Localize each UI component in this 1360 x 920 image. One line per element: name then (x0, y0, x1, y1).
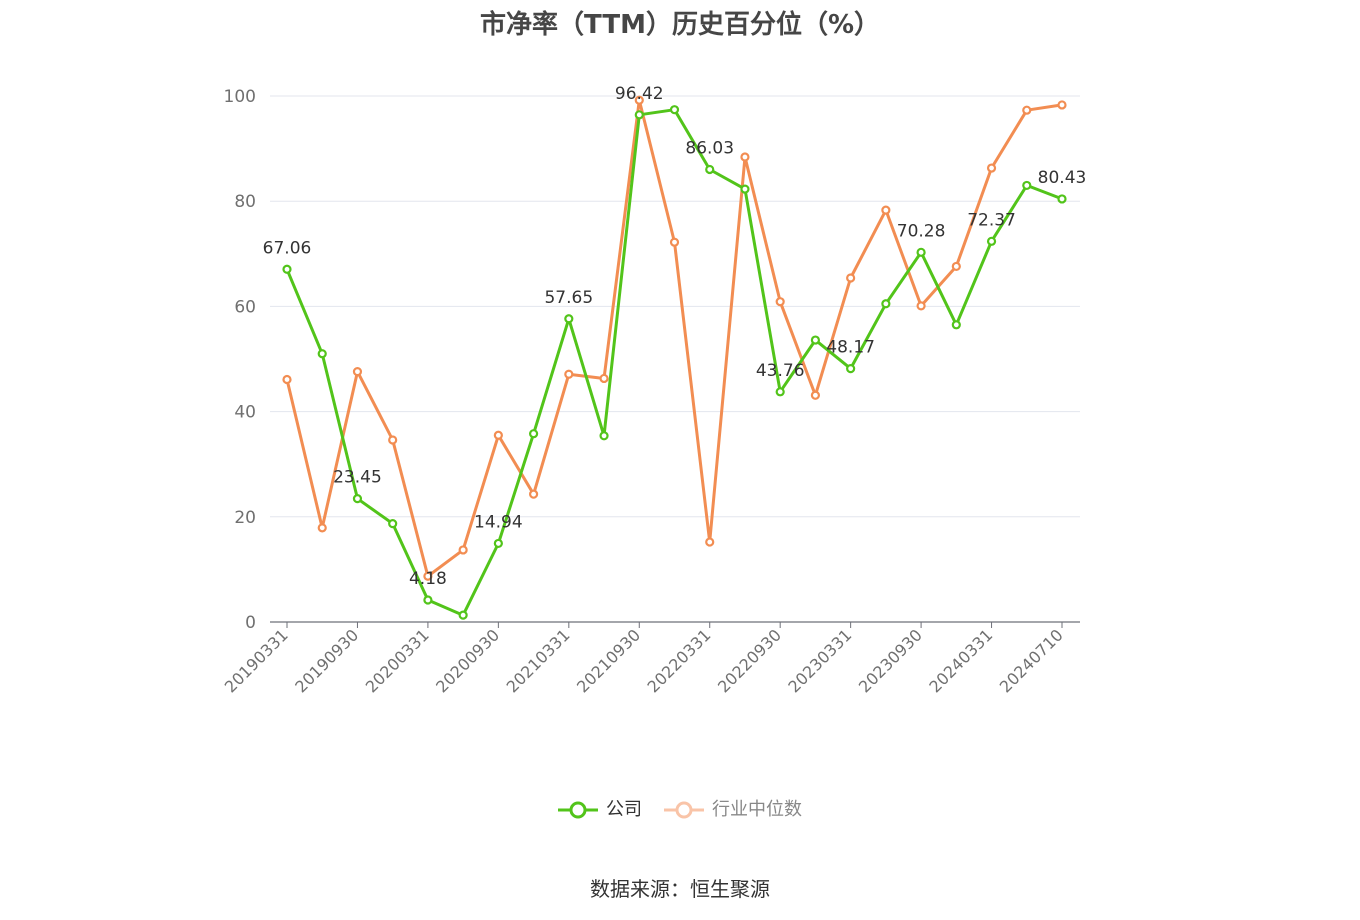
x-tick-label: 20240710 (996, 625, 1067, 696)
chart-title: 市净率（TTM）历史百分位（%） (480, 10, 880, 40)
data-label: 86.03 (685, 138, 734, 158)
data-label: 23.45 (333, 468, 382, 488)
data-point (705, 537, 715, 547)
legend-line-circle-icon (558, 801, 598, 819)
data-point (634, 95, 644, 105)
x-tick-label: 20240331 (925, 625, 996, 696)
data-point (282, 374, 292, 385)
data-point (951, 261, 961, 272)
data-point (916, 247, 926, 257)
data-label: 43.76 (756, 361, 805, 381)
y-tick-label: 40 (234, 403, 256, 423)
data-point (634, 110, 644, 120)
data-label: 4.18 (409, 569, 447, 589)
data-point (916, 301, 926, 311)
x-tick-label: 20230331 (784, 625, 855, 696)
axis-layer: 0 20 40 60 80 100 20190331 20190930 20200331 2020… (221, 87, 1080, 696)
y-tick-label: 80 (234, 192, 256, 212)
data-point (458, 610, 468, 620)
x-tick-label: 20210930 (573, 625, 644, 696)
legend-item-company[interactable]: 公司 (558, 796, 642, 824)
data-point (352, 494, 363, 504)
data-point (352, 367, 363, 377)
data-point (1057, 194, 1067, 204)
data-point (669, 105, 680, 115)
data-point (810, 390, 821, 400)
data-point (881, 205, 891, 215)
series-layer (282, 95, 1067, 620)
data-point (388, 519, 398, 529)
data-point (846, 273, 856, 283)
data-point (564, 314, 574, 324)
legend-label-industry-median: 行业中位数 (712, 799, 802, 820)
data-point (705, 164, 715, 175)
data-point (388, 435, 398, 445)
x-tick-label: 20220331 (644, 625, 715, 696)
data-point (528, 429, 539, 439)
series-line-0 (285, 108, 1063, 617)
x-tick-label: 20190930 (291, 625, 362, 696)
data-point (317, 523, 327, 533)
data-point (317, 349, 327, 359)
legend-item-industry-median[interactable]: 行业中位数 (664, 796, 802, 824)
line-chart: 0 20 40 60 80 100 20190331 20190930 20200331 2020… (221, 84, 1087, 697)
data-point (810, 335, 821, 345)
y-tick-label: 0 (245, 613, 256, 633)
y-tick-label: 20 (234, 508, 256, 528)
data-point (282, 264, 292, 274)
data-point (493, 430, 503, 440)
data-point (740, 152, 750, 162)
data-point (1057, 100, 1067, 110)
data-point (1022, 180, 1032, 191)
data-point (846, 364, 856, 374)
data-point (951, 320, 961, 330)
data-source-note: 数据来源：恒生聚源 (590, 877, 770, 901)
data-point (775, 387, 785, 397)
x-tick-label: 20210331 (503, 625, 574, 696)
legend: 公司 行业中位数 (0, 796, 1360, 824)
data-label: 57.65 (544, 288, 593, 308)
data-label: 48.17 (826, 338, 875, 358)
x-tick-label: 20200331 (362, 625, 433, 696)
legend-label-company: 公司 (606, 799, 642, 820)
data-point (423, 571, 433, 581)
data-label: 72.37 (967, 210, 1016, 230)
data-point (740, 184, 750, 194)
data-point (775, 297, 785, 307)
data-point (669, 237, 680, 247)
data-label: 14.94 (474, 512, 523, 532)
data-point (493, 538, 503, 549)
legend-line-circle-icon (664, 801, 704, 819)
data-point (1022, 105, 1032, 115)
data-point (599, 373, 609, 384)
data-point (986, 163, 997, 173)
grid-layer (270, 95, 1080, 518)
data-label: 96.42 (615, 84, 664, 104)
data-label: 70.28 (897, 221, 946, 241)
x-tick-label: 20190331 (221, 625, 292, 696)
x-tick-label: 20230930 (855, 625, 926, 696)
data-point (528, 489, 539, 499)
data-point (564, 369, 574, 379)
data-label: 67.06 (263, 238, 312, 258)
data-point (458, 545, 468, 555)
series-line-1 (285, 98, 1063, 578)
data-point (423, 595, 433, 605)
x-tick-label: 20220930 (714, 625, 785, 696)
data-label: 80.43 (1038, 168, 1087, 188)
data-point (986, 236, 997, 246)
data-point (881, 299, 891, 309)
data-label-layer: 67.06 23.45 4.18 14.94 57.65 96.42 86.03 43.76 4… (263, 84, 1087, 589)
x-tick-label: 20200930 (432, 625, 503, 696)
y-tick-label: 100 (224, 87, 256, 107)
data-point (599, 431, 609, 441)
y-tick-label: 60 (234, 297, 256, 317)
